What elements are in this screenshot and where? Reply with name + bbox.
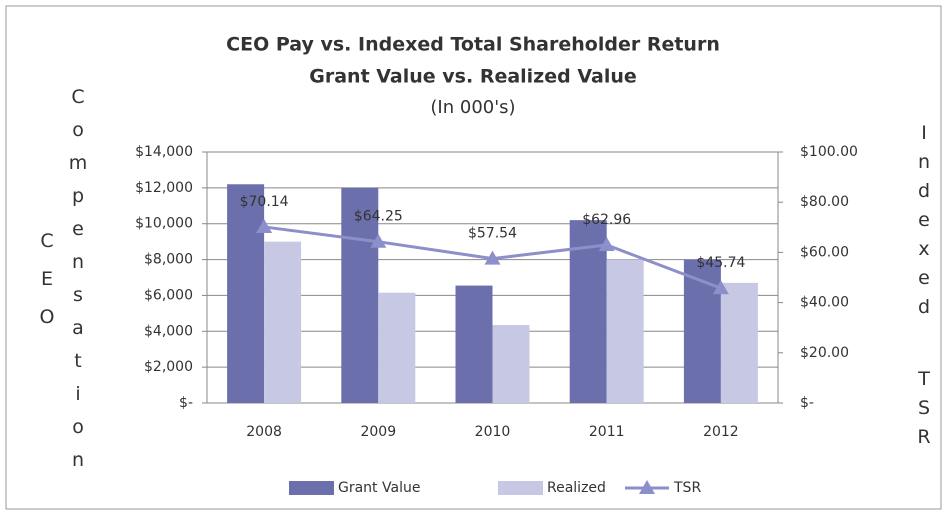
data-label: $64.25 <box>354 209 403 225</box>
marker <box>598 236 615 251</box>
bar <box>492 325 530 403</box>
frame <box>5 5 942 510</box>
y-tick-label: $14,000 <box>135 144 193 160</box>
y-axis-label: CEO <box>36 230 58 344</box>
marker <box>484 250 501 265</box>
data-label: $57.54 <box>468 226 517 242</box>
legend-swatch <box>498 481 543 495</box>
y2-axis-label: Indexed <box>913 122 935 325</box>
y2-tick-label: $80.00 <box>800 194 849 210</box>
marker <box>370 233 387 248</box>
marker <box>712 280 729 295</box>
y-tick-label: $8,000 <box>144 252 193 268</box>
legend-label: Realized <box>547 480 606 496</box>
y-tick-label: $- <box>179 395 193 411</box>
chart-note: (In 000's) <box>430 97 515 118</box>
legend-swatch <box>289 481 334 495</box>
bar <box>227 184 265 403</box>
y-tick-label: $12,000 <box>135 180 193 196</box>
chart-subtitle: Grant Value vs. Realized Value <box>309 66 637 88</box>
y2-tick-label: $60.00 <box>800 244 849 260</box>
legend-marker <box>639 480 655 494</box>
y-axis-label: Compensation <box>67 86 89 482</box>
x-tick-label: 2012 <box>703 424 739 440</box>
bar <box>378 292 416 403</box>
x-tick-label: 2009 <box>360 424 396 440</box>
chart-title: CEO Pay vs. Indexed Total Shareholder Re… <box>226 34 720 56</box>
y2-tick-label: $100.00 <box>800 144 858 160</box>
x-tick-label: 2010 <box>475 424 511 440</box>
legend-label: TSR <box>673 480 701 496</box>
bar <box>606 259 644 403</box>
y-tick-label: $4,000 <box>144 323 193 339</box>
marker <box>256 218 273 233</box>
data-label: $70.14 <box>240 194 289 210</box>
bar <box>455 285 493 403</box>
data-label: $62.96 <box>582 212 631 228</box>
y-tick-label: $6,000 <box>144 287 193 303</box>
y2-axis-label: TSR <box>913 368 935 455</box>
data-label: $45.74 <box>696 255 745 271</box>
bar <box>683 259 721 403</box>
y-tick-label: $2,000 <box>144 359 193 375</box>
x-tick-label: 2011 <box>589 424 625 440</box>
x-tick-label: 2008 <box>246 424 282 440</box>
y-tick-label: $10,000 <box>135 216 193 232</box>
y2-tick-label: $- <box>800 395 814 411</box>
y2-tick-label: $20.00 <box>800 345 849 361</box>
legend-label: Grant Value <box>338 480 420 496</box>
bar <box>264 241 302 403</box>
y2-tick-label: $40.00 <box>800 295 849 311</box>
bar <box>341 187 379 403</box>
bar <box>720 282 758 403</box>
